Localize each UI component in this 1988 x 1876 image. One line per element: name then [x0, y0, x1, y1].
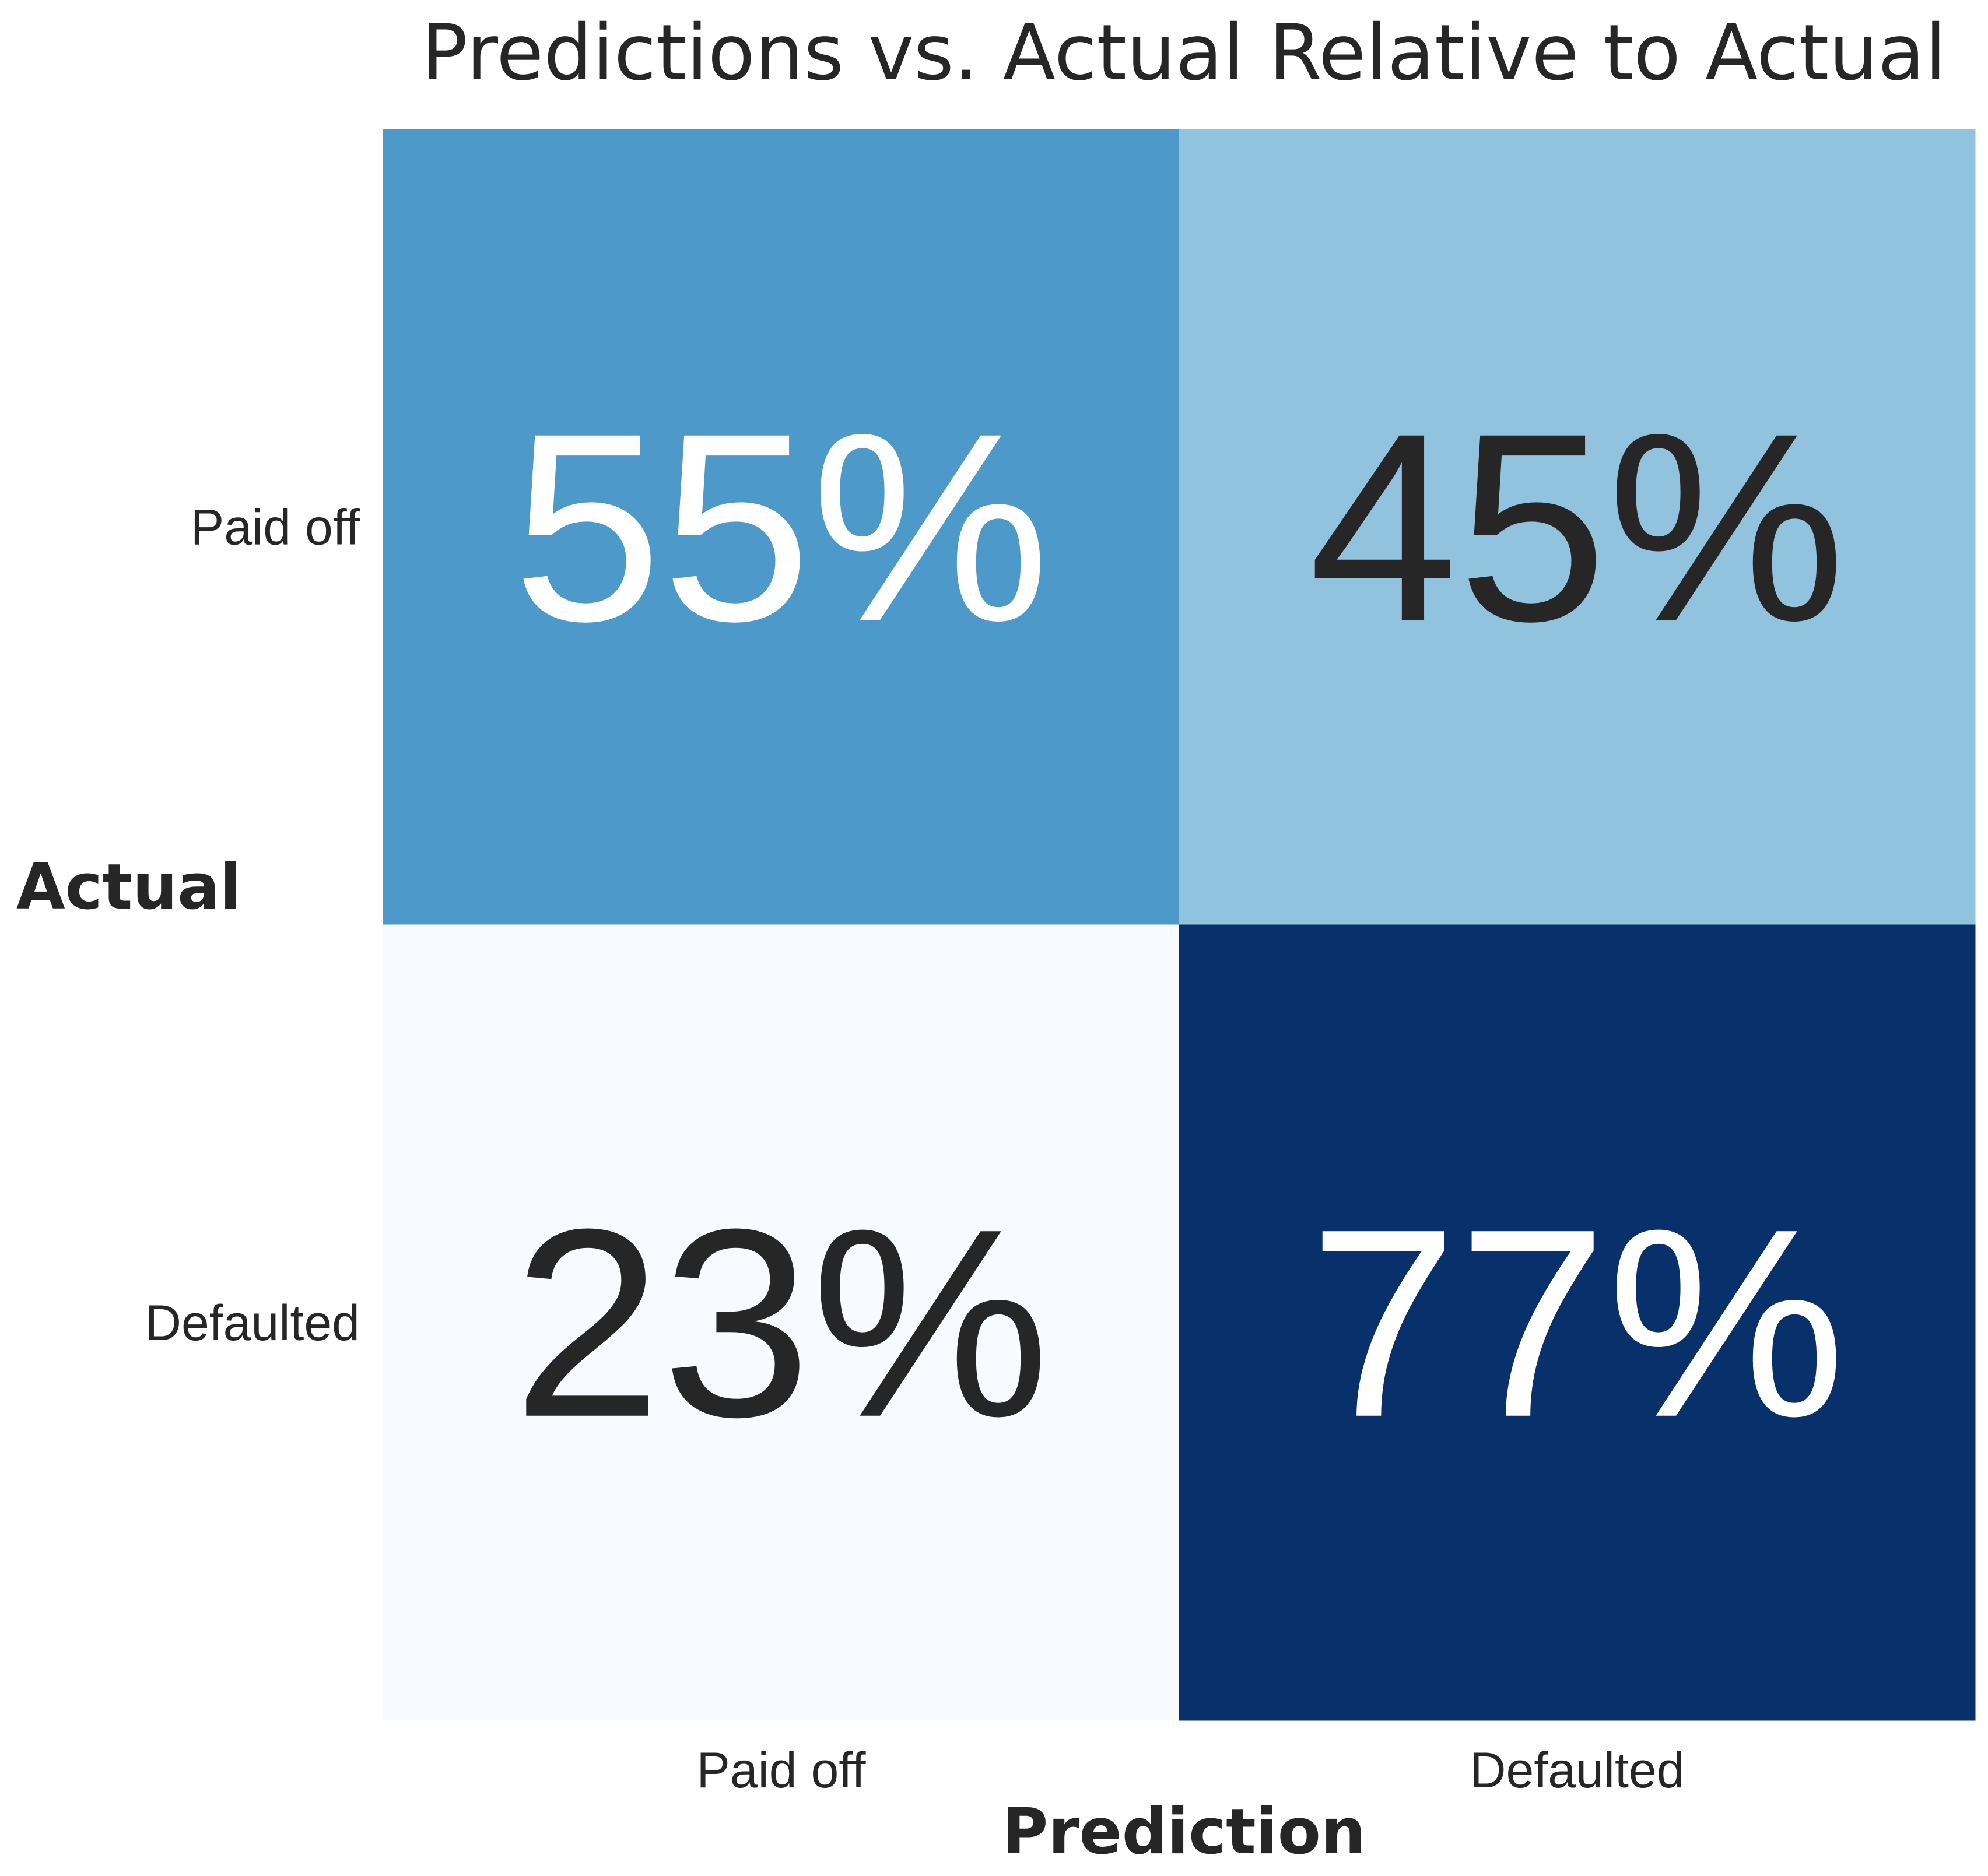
heatmap-cell-r0-c0 — [383, 129, 1180, 925]
heatmap-cell-r1-c1 — [1179, 924, 1976, 1721]
cell-value-label-r0-c0: 55% — [513, 378, 1050, 677]
cell-value-label-r0-c1: 45% — [1309, 378, 1846, 677]
y-tick-label-0: Paid off — [191, 499, 360, 555]
y-axis-tick-labels: Paid off Defaulted — [145, 499, 360, 1351]
chart-title: Predictions vs. Actual Relative to Actua… — [421, 8, 1946, 98]
heatmap-cell-r0-c1 — [1179, 129, 1976, 925]
x-tick-label-0: Paid off — [696, 1742, 866, 1798]
heatmap-cell-labels: 55% 45% 23% 77% — [513, 378, 1846, 1473]
x-axis-title: Prediction — [1002, 1796, 1366, 1868]
y-axis-title: Actual — [16, 851, 241, 924]
x-axis-tick-labels: Paid off Defaulted — [696, 1742, 1684, 1798]
x-tick-label-1: Defaulted — [1470, 1742, 1684, 1798]
cell-value-label-r1-c0: 23% — [513, 1174, 1050, 1473]
y-tick-label-1: Defaulted — [145, 1295, 360, 1351]
cell-value-label-r1-c1: 77% — [1309, 1174, 1846, 1473]
heatmap-cells — [383, 129, 1976, 1721]
heatmap-cell-r1-c0 — [383, 924, 1180, 1721]
